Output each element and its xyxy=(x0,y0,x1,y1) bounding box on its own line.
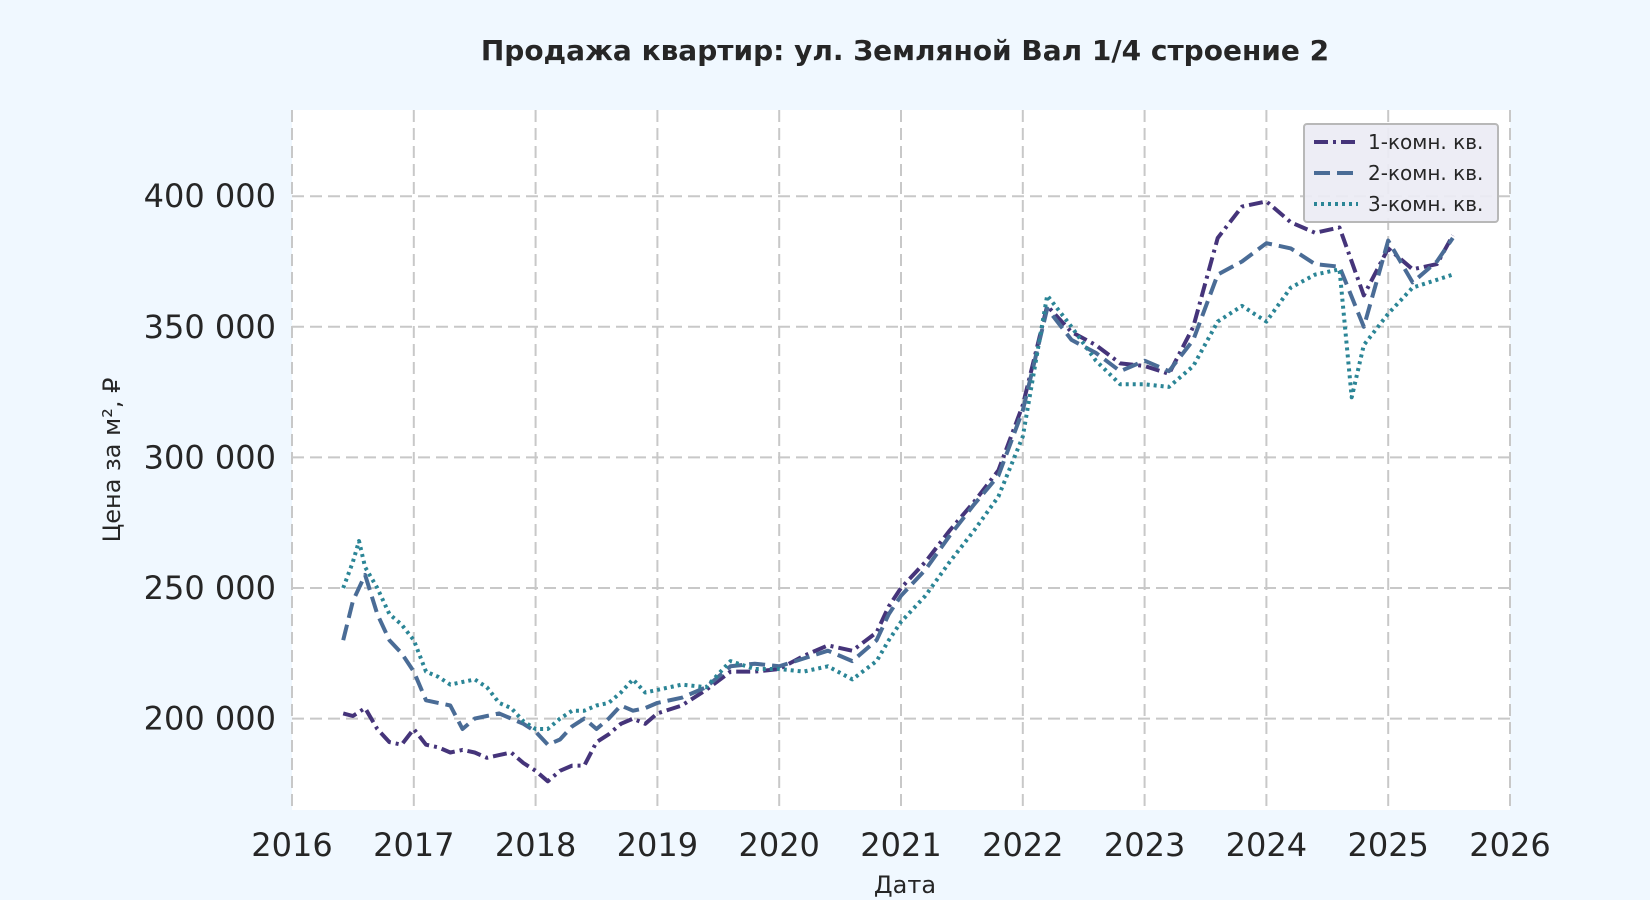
x-tick-label: 2026 xyxy=(1469,826,1550,864)
y-tick-label: 200 000 xyxy=(144,700,276,738)
legend-box xyxy=(1303,123,1499,223)
y-tick-label: 250 000 xyxy=(144,569,276,607)
x-tick-label: 2022 xyxy=(982,826,1063,864)
tick-labels: 2016 2017 2018 2019 2020 2021 2022 2023 2024 2025… xyxy=(144,177,1551,864)
grid xyxy=(291,110,1511,810)
legend: 1-комн. кв. 2-комн. кв. 3-комн. кв. xyxy=(1303,123,1499,223)
y-tick-label: 300 000 xyxy=(144,438,276,476)
series-line-1 xyxy=(342,199,1455,784)
chart-title: Продажа квартир: ул. Земляной Вал 1/4 ст… xyxy=(481,34,1329,67)
y-tick-label: 400 000 xyxy=(144,177,276,215)
x-tick-label: 2017 xyxy=(373,826,454,864)
x-tick-label: 2021 xyxy=(860,826,941,864)
x-axis-label: Дата xyxy=(874,871,936,899)
y-tick-label: 350 000 xyxy=(144,308,276,346)
x-tick-label: 2020 xyxy=(738,826,819,864)
legend-label: 2-комн. кв. xyxy=(1368,161,1483,185)
x-tick-label: 2019 xyxy=(617,826,698,864)
x-tick-label: 2018 xyxy=(495,826,576,864)
series-lines xyxy=(341,199,1455,784)
x-tick-label: 2016 xyxy=(251,826,332,864)
y-axis-label: Цена за м², ₽ xyxy=(98,378,126,543)
x-tick-label: 2024 xyxy=(1226,826,1307,864)
legend-label: 3-комн. кв. xyxy=(1368,192,1483,216)
x-tick-label: 2023 xyxy=(1104,826,1185,864)
x-tick-label: 2025 xyxy=(1347,826,1428,864)
legend-label: 1-комн. кв. xyxy=(1368,130,1483,154)
series-line-2 xyxy=(341,236,1455,747)
